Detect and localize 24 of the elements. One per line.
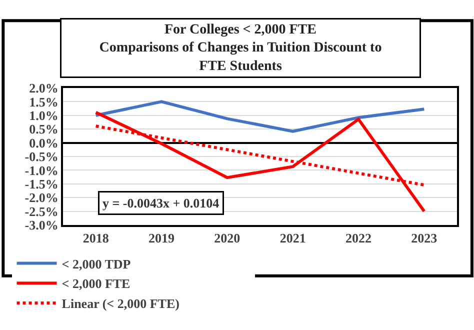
x-tick-label: 2021 — [280, 230, 306, 246]
y-tick-label: 1.5% — [29, 94, 58, 110]
y-tick-label: -2.5% — [24, 204, 58, 219]
y-tick-label: 0.5% — [29, 122, 58, 137]
legend-label: < 2,000 FTE — [62, 276, 130, 292]
y-tick-label: 0.0% — [29, 135, 58, 150]
y-tick-label: 1.0% — [29, 108, 58, 123]
legend-label: < 2,000 TDP — [62, 256, 131, 272]
x-tick-label: 2023 — [411, 230, 438, 246]
legend-label: Linear (< 2,000 FTE) — [62, 296, 180, 312]
x-tick-label: 2020 — [214, 230, 240, 246]
annotation: y = -0.0043x + 0.0104 — [102, 196, 220, 210]
y-tick-label: -0.5% — [24, 149, 58, 164]
y-tick-label: -1.5% — [24, 176, 58, 192]
x-tick-label: 2018 — [82, 230, 110, 246]
y-tick-label: 2.0% — [29, 80, 58, 96]
line-series — [94, 110, 426, 213]
chart-title: For Colleges < 2,000 FTE Comparisons of Changes in Tuition Discount to FTE Students — [99, 22, 382, 74]
x-tick-label: 2022 — [346, 230, 372, 246]
y-tick-label: -2.0% — [24, 190, 58, 206]
y-tick-label: -3.0% — [24, 218, 58, 233]
line-series — [94, 100, 426, 133]
x-tick-label: 2019 — [148, 230, 175, 246]
y-tick-label: -1.0% — [24, 162, 58, 178]
